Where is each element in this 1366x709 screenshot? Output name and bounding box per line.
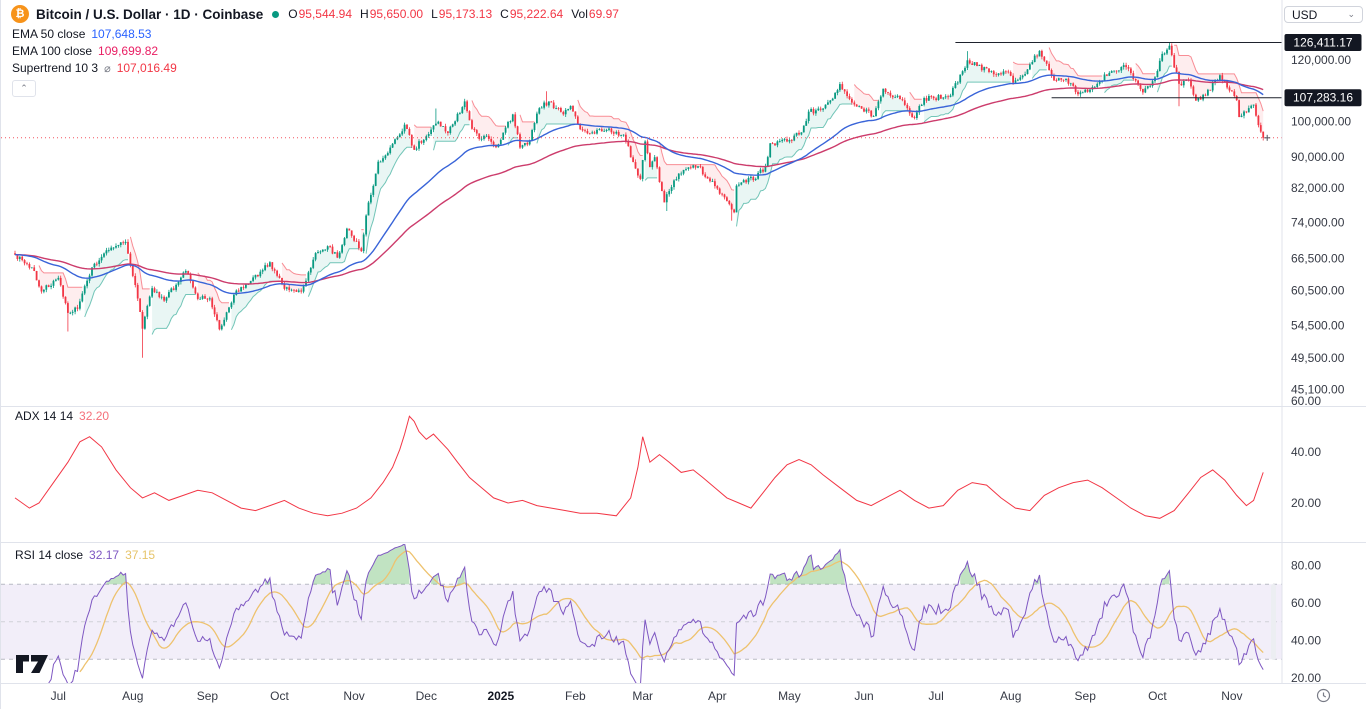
adx-value: 32.20 (79, 409, 110, 423)
svg-text:100,000.00: 100,000.00 (1291, 114, 1351, 128)
svg-text:Aug: Aug (1000, 689, 1021, 703)
svg-text:40.00: 40.00 (1291, 634, 1321, 648)
ema50-label: EMA 50 close (12, 27, 86, 41)
supertrend-value: 107,016.49 (116, 61, 177, 75)
svg-text:Jun: Jun (854, 689, 873, 703)
rsi-ma-line (79, 550, 1264, 673)
low-value: 95,173.13 (438, 7, 493, 21)
ema100-line (14, 79, 1264, 285)
bitcoin-icon: ₿ (11, 5, 29, 23)
svg-text:Sep: Sep (197, 689, 219, 703)
rsi-overbought-fill (1034, 575, 1040, 585)
rsi-value: 32.17 (89, 548, 120, 562)
svg-text:Apr: Apr (708, 689, 727, 703)
legend-rsi[interactable]: RSI 14 close 32.17 37.15 (15, 548, 155, 562)
open-label: O (288, 7, 298, 21)
legend-ema50[interactable]: EMA 50 close 107,648.53 (12, 27, 151, 41)
ema50-line (14, 72, 1264, 295)
price-badge (1284, 89, 1362, 107)
svg-text:Aug: Aug (122, 689, 143, 703)
rsi-overbought-fill (770, 549, 845, 585)
svg-text:May: May (778, 689, 801, 703)
svg-text:Feb: Feb (565, 689, 586, 703)
legend-adx[interactable]: ADX 14 14 32.20 (15, 409, 109, 423)
svg-text:120,000.00: 120,000.00 (1291, 53, 1351, 67)
svg-text:54,500.00: 54,500.00 (1291, 319, 1345, 333)
rsi-overbought-fill (313, 568, 331, 585)
time-axis[interactable]: Jul Aug Sep Oct Nov Dec 2025 Feb Mar Apr May Jun Jul… (51, 689, 1243, 703)
svg-text:Oct: Oct (1148, 689, 1167, 703)
adx-line (14, 415, 1264, 519)
chart-header: ₿ Bitcoin / U.S. Dollar · 1D · Coinbase … (11, 5, 619, 23)
svg-text:107,283.16: 107,283.16 (1293, 91, 1353, 105)
adx-label: ADX 14 14 (15, 409, 74, 423)
volume-label: Vol (571, 7, 588, 21)
ema100-label: EMA 100 close (12, 44, 93, 58)
price-axis[interactable]: 120,000.00 100,000.00 90,000.00 82,000.00 74… (1284, 34, 1362, 685)
svg-text:45,100.00: 45,100.00 (1291, 382, 1345, 396)
svg-text:Sep: Sep (1075, 689, 1097, 703)
last-price-marker (1264, 134, 1271, 141)
svg-text:60.00: 60.00 (1291, 596, 1321, 610)
svg-text:60.00: 60.00 (1291, 394, 1321, 408)
svg-text:60,500.00: 60,500.00 (1291, 284, 1345, 298)
low-label: L (431, 7, 438, 21)
rsi-overbought-fill (366, 544, 410, 585)
svg-text:74,000.00: 74,000.00 (1291, 216, 1345, 230)
svg-text:66,500.00: 66,500.00 (1291, 252, 1345, 266)
tradingview-logo[interactable] (15, 654, 49, 674)
symbol-title[interactable]: Bitcoin / U.S. Dollar · 1D · Coinbase (36, 6, 264, 22)
svg-text:Mar: Mar (632, 689, 653, 703)
ema100-value: 109,699.82 (98, 44, 159, 58)
svg-text:Nov: Nov (343, 689, 364, 703)
svg-text:90,000.00: 90,000.00 (1291, 150, 1345, 164)
svg-text:126,411.17: 126,411.17 (1293, 36, 1352, 50)
high-label: H (360, 7, 369, 21)
rsi-label: RSI 14 close (15, 548, 84, 562)
open-value: 95,544.94 (298, 7, 353, 21)
panel-dividers[interactable] (1, 0, 1366, 684)
rsi-line (48, 544, 1264, 683)
svg-text:82,000.00: 82,000.00 (1291, 181, 1345, 195)
supertrend-marker-icon: ⌀ (104, 62, 111, 75)
collapse-legend-button[interactable]: ⌃ (12, 80, 36, 97)
close-value: 95,222.64 (509, 7, 564, 21)
rsi-overbought-fill (960, 561, 975, 585)
panel-resize-handle[interactable] (1271, 584, 1276, 660)
supertrend-line (38, 44, 1264, 335)
svg-text:Dec: Dec (416, 689, 437, 703)
svg-text:20.00: 20.00 (1291, 496, 1321, 510)
volume-value: 69.97 (588, 7, 619, 21)
chevron-up-icon: ⌃ (20, 83, 28, 93)
svg-text:20.00: 20.00 (1291, 671, 1321, 685)
legend-supertrend[interactable]: Supertrend 10 3 ⌀ 107,016.49 (12, 61, 177, 75)
svg-text:Oct: Oct (270, 689, 289, 703)
supertrend-label: Supertrend 10 3 (12, 61, 99, 75)
high-value: 95,650.00 (369, 7, 424, 21)
rsi-overbought-fill (265, 578, 270, 585)
svg-text:Nov: Nov (1221, 689, 1242, 703)
clock-icon[interactable] (1316, 688, 1331, 703)
rsi-overbought-fill (106, 572, 126, 585)
svg-text:Jul: Jul (51, 689, 66, 703)
ema50-value: 107,648.53 (91, 27, 152, 41)
price-badge (1284, 34, 1362, 51)
currency-value: USD (1292, 7, 1318, 22)
svg-text:40.00: 40.00 (1291, 445, 1321, 459)
market-status-dot (272, 10, 280, 18)
legend-ema100[interactable]: EMA 100 close 109,699.82 (12, 44, 158, 58)
svg-text:80.00: 80.00 (1291, 559, 1321, 573)
close-label: C (500, 7, 509, 21)
svg-text:2025: 2025 (487, 689, 514, 703)
ohlc-values: O95,544.94 H95,650.00 L95,173.13 C95,222… (288, 7, 619, 21)
svg-text:Jul: Jul (928, 689, 943, 703)
currency-selector[interactable]: USD ⌄ (1284, 6, 1363, 23)
svg-text:49,500.00: 49,500.00 (1291, 351, 1345, 365)
chevron-down-icon: ⌄ (1347, 9, 1355, 19)
rsi-ma-value: 37.15 (125, 548, 156, 562)
